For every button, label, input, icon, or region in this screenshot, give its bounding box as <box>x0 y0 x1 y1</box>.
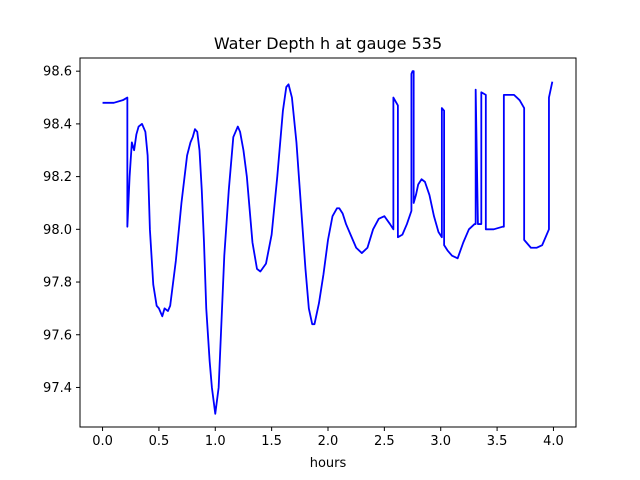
series-line-water-depth <box>102 70 554 415</box>
y-tick-label: 98.2 <box>43 170 72 185</box>
x-tick-label: 2.5 <box>374 434 395 449</box>
y-tick-label: 97.8 <box>43 276 72 291</box>
y-axis-ticks: 97.4 97.6 97.8 98.0 98.2 98.4 98.6 <box>43 65 80 396</box>
y-tick-label: 97.4 <box>43 381 72 396</box>
y-tick-label: 98.4 <box>43 117 72 132</box>
x-tick-label: 2.0 <box>318 434 339 449</box>
y-tick-label: 98.6 <box>43 65 72 80</box>
x-tick-label: 4.0 <box>543 434 564 449</box>
x-tick-label: 1.5 <box>261 434 282 449</box>
x-tick-label: 1.0 <box>205 434 226 449</box>
y-tick-label: 97.6 <box>43 328 72 343</box>
y-tick-label: 98.0 <box>43 223 72 238</box>
x-tick-label: 3.5 <box>487 434 508 449</box>
x-tick-label: 0.0 <box>92 434 113 449</box>
chart-title: Water Depth h at gauge 535 <box>214 34 442 53</box>
x-tick-label: 0.5 <box>149 434 170 449</box>
x-axis-ticks: 0.0 0.5 1.0 1.5 2.0 2.5 3.0 3.5 4.0 <box>92 427 564 449</box>
x-tick-label: 3.0 <box>430 434 451 449</box>
x-axis-label: hours <box>310 456 347 471</box>
